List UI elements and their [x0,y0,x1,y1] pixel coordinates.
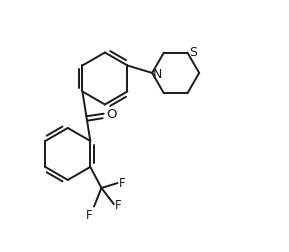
Text: S: S [189,46,197,59]
Text: F: F [86,208,92,221]
Text: F: F [119,177,126,190]
Text: O: O [106,108,117,120]
Text: N: N [153,68,162,81]
Text: F: F [115,198,122,211]
